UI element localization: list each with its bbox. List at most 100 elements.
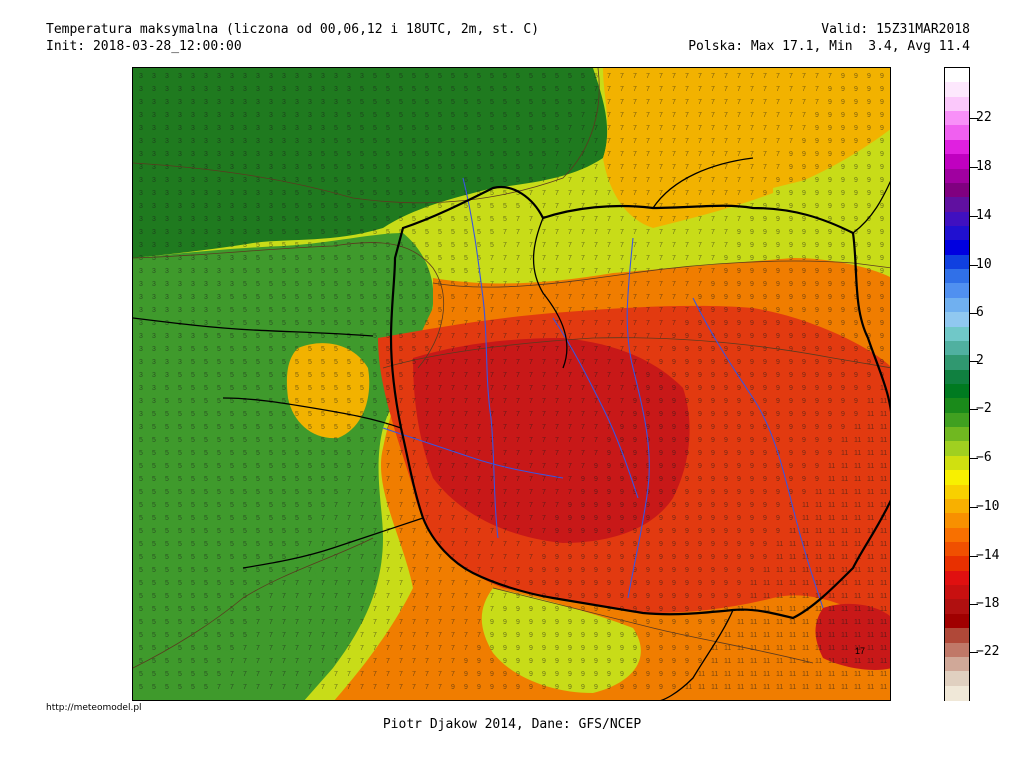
svg-text:5: 5 <box>256 437 260 444</box>
svg-text:7: 7 <box>464 645 468 652</box>
svg-text:3: 3 <box>165 242 169 249</box>
svg-text:9: 9 <box>867 255 871 262</box>
svg-text:7: 7 <box>581 268 585 275</box>
svg-text:7: 7 <box>685 242 689 249</box>
svg-text:5: 5 <box>386 216 390 223</box>
svg-text:7: 7 <box>659 229 663 236</box>
svg-text:9: 9 <box>594 580 598 587</box>
svg-text:7: 7 <box>490 307 494 314</box>
svg-text:5: 5 <box>139 476 143 483</box>
svg-text:5: 5 <box>282 528 286 535</box>
svg-text:5: 5 <box>321 476 325 483</box>
svg-text:7: 7 <box>594 242 598 249</box>
svg-text:9: 9 <box>828 112 832 119</box>
svg-text:3: 3 <box>178 203 182 210</box>
svg-text:7: 7 <box>672 99 676 106</box>
svg-text:9: 9 <box>789 164 793 171</box>
svg-text:3: 3 <box>256 229 260 236</box>
svg-text:9: 9 <box>750 411 754 418</box>
svg-text:9: 9 <box>789 216 793 223</box>
svg-text:3: 3 <box>334 99 338 106</box>
svg-text:5: 5 <box>503 177 507 184</box>
svg-text:5: 5 <box>425 255 429 262</box>
svg-text:11: 11 <box>776 671 783 678</box>
svg-text:3: 3 <box>139 294 143 301</box>
svg-text:5: 5 <box>464 203 468 210</box>
svg-text:9: 9 <box>620 424 624 431</box>
svg-text:7: 7 <box>555 216 559 223</box>
svg-text:9: 9 <box>867 229 871 236</box>
svg-text:7: 7 <box>542 203 546 210</box>
svg-text:5: 5 <box>217 411 221 418</box>
svg-text:9: 9 <box>711 307 715 314</box>
svg-text:5: 5 <box>464 112 468 119</box>
svg-text:5: 5 <box>204 619 208 626</box>
svg-text:9: 9 <box>750 268 754 275</box>
svg-text:11: 11 <box>763 684 770 691</box>
svg-text:3: 3 <box>243 255 247 262</box>
svg-text:7: 7 <box>529 281 533 288</box>
svg-text:7: 7 <box>438 385 442 392</box>
svg-text:7: 7 <box>425 645 429 652</box>
svg-text:7: 7 <box>321 645 325 652</box>
svg-text:9: 9 <box>737 398 741 405</box>
svg-text:3: 3 <box>243 99 247 106</box>
svg-text:3: 3 <box>178 242 182 249</box>
svg-text:7: 7 <box>295 684 299 691</box>
svg-text:9: 9 <box>789 229 793 236</box>
svg-text:5: 5 <box>490 177 494 184</box>
svg-text:9: 9 <box>711 411 715 418</box>
svg-text:7: 7 <box>451 645 455 652</box>
svg-text:3: 3 <box>204 151 208 158</box>
svg-text:5: 5 <box>152 424 156 431</box>
svg-text:7: 7 <box>529 489 533 496</box>
svg-text:5: 5 <box>243 307 247 314</box>
svg-text:9: 9 <box>516 619 520 626</box>
svg-text:7: 7 <box>464 333 468 340</box>
svg-text:5: 5 <box>529 112 533 119</box>
legend-swatch <box>945 570 969 586</box>
svg-text:7: 7 <box>334 645 338 652</box>
svg-text:7: 7 <box>477 489 481 496</box>
svg-text:5: 5 <box>386 112 390 119</box>
svg-text:7: 7 <box>399 684 403 691</box>
svg-text:11: 11 <box>776 606 783 613</box>
svg-text:9: 9 <box>841 398 845 405</box>
svg-text:5: 5 <box>321 203 325 210</box>
svg-text:5: 5 <box>282 216 286 223</box>
svg-text:5: 5 <box>438 138 442 145</box>
svg-text:9: 9 <box>685 580 689 587</box>
svg-text:11: 11 <box>828 671 835 678</box>
svg-text:7: 7 <box>685 73 689 80</box>
svg-text:11: 11 <box>880 450 887 457</box>
svg-text:5: 5 <box>451 216 455 223</box>
svg-text:3: 3 <box>217 86 221 93</box>
svg-text:7: 7 <box>230 684 234 691</box>
svg-text:7: 7 <box>360 554 364 561</box>
svg-text:9: 9 <box>633 450 637 457</box>
svg-text:9: 9 <box>828 138 832 145</box>
svg-text:3: 3 <box>204 281 208 288</box>
svg-text:3: 3 <box>178 216 182 223</box>
svg-text:9: 9 <box>763 333 767 340</box>
svg-text:3: 3 <box>204 255 208 262</box>
svg-text:9: 9 <box>607 671 611 678</box>
svg-text:5: 5 <box>321 294 325 301</box>
svg-text:9: 9 <box>672 476 676 483</box>
svg-text:9: 9 <box>750 567 754 574</box>
svg-text:7: 7 <box>672 190 676 197</box>
svg-text:7: 7 <box>620 385 624 392</box>
svg-text:7: 7 <box>529 463 533 470</box>
svg-text:11: 11 <box>750 658 757 665</box>
svg-text:9: 9 <box>659 554 663 561</box>
svg-text:11: 11 <box>867 632 874 639</box>
svg-text:9: 9 <box>542 658 546 665</box>
svg-text:7: 7 <box>542 437 546 444</box>
svg-text:7: 7 <box>425 606 429 613</box>
svg-text:5: 5 <box>425 151 429 158</box>
svg-text:9: 9 <box>659 463 663 470</box>
svg-text:7: 7 <box>633 112 637 119</box>
svg-text:9: 9 <box>841 73 845 80</box>
svg-text:3: 3 <box>230 164 234 171</box>
svg-text:5: 5 <box>217 463 221 470</box>
